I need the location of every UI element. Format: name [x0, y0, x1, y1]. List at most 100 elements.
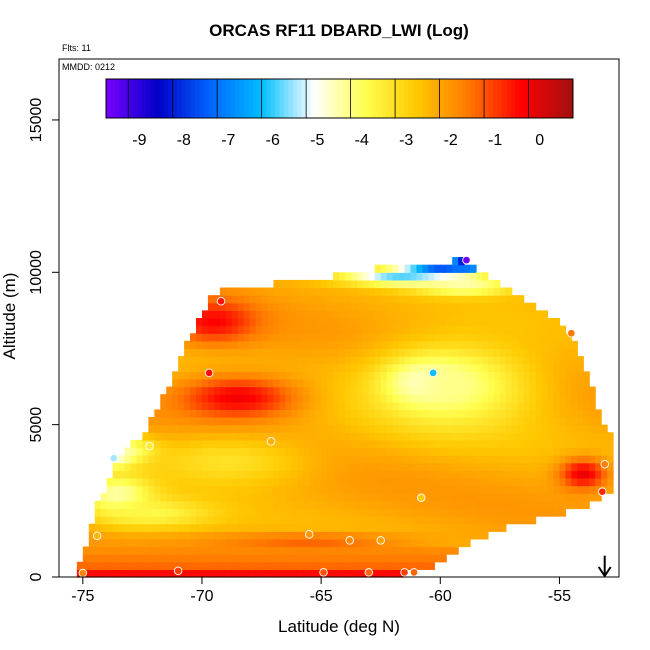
colorbar-cell-58	[363, 79, 369, 118]
heatmap-cell-1788	[410, 356, 418, 365]
heatmap-cell-44	[106, 493, 114, 502]
heatmap-cell-1458	[362, 401, 370, 411]
heatmap-cell-353	[190, 386, 197, 395]
heatmap-cell-1079	[303, 279, 310, 289]
heatmap-cell-1557	[380, 569, 388, 578]
heatmap-cell-1090	[309, 493, 316, 502]
heatmap-cell-935	[285, 485, 292, 494]
heatmap-cell-750	[255, 432, 263, 441]
y-tick-label: 15000	[28, 98, 45, 143]
heatmap-cell-2141	[464, 333, 471, 342]
heatmap-cell-983	[291, 417, 298, 426]
heatmap-cell-1323	[344, 516, 352, 525]
heatmap-cell-2725	[589, 439, 596, 449]
heatmap-cell-265	[172, 394, 179, 403]
chart-title: ORCAS RF11 DBARD_LWI (Log)	[209, 21, 469, 40]
heatmap-cell-1459	[362, 394, 370, 403]
heatmap-cell-277	[178, 508, 185, 517]
heatmap-cell-1081	[309, 561, 316, 570]
heatmap-cell-1921	[434, 554, 441, 563]
heatmap-cell-582	[231, 554, 239, 563]
heatmap-cell-1986	[440, 356, 447, 365]
heatmap-cell-42	[106, 508, 114, 517]
heatmap-cell-2692	[577, 409, 584, 418]
heatmap-cell-313	[184, 455, 191, 464]
heatmap-cell-714	[249, 417, 257, 426]
heatmap-cell-2556	[541, 318, 549, 327]
heatmap-cell-1129	[315, 493, 322, 502]
heatmap-cell-517	[219, 470, 227, 479]
heatmap-cell-457	[207, 363, 215, 372]
heatmap-cell-1955	[434, 295, 441, 304]
heatmap-cell-940	[285, 447, 292, 456]
heatmap-cell-1200	[327, 546, 334, 555]
heatmap-cell-1464	[362, 356, 370, 365]
heatmap-cell-1282	[339, 523, 346, 532]
heatmap-cell-719	[249, 378, 257, 388]
arrow-marker	[597, 555, 612, 578]
heatmap-cell-2178	[470, 325, 477, 334]
heatmap-cell-505	[219, 561, 227, 570]
heatmap-cell-2292	[493, 508, 501, 517]
heatmap-cell-149	[142, 432, 149, 441]
heatmap-cell-1836	[416, 295, 424, 304]
flight-point-5	[204, 368, 214, 378]
heatmap-cell-109	[130, 462, 138, 471]
heatmap-cell-308	[184, 493, 191, 502]
heatmap-cell-236	[166, 424, 173, 433]
heatmap-cell-628	[237, 493, 245, 502]
heatmap-cell-66	[118, 538, 126, 548]
heatmap-cell-2215	[476, 318, 483, 327]
heatmap-cell-1937	[434, 432, 441, 441]
heatmap-cell-1243	[333, 516, 340, 525]
heatmap-cell-947	[285, 394, 292, 403]
heatmap-cell-2741	[595, 432, 602, 441]
heatmap-cell-1293	[339, 439, 346, 449]
heatmap-cell-1777	[410, 439, 418, 449]
heatmap-cell-1804	[416, 538, 424, 548]
heatmap-cell-1064	[303, 394, 310, 403]
heatmap-cell-1588	[380, 333, 388, 342]
heatmap-cell-2591	[553, 455, 561, 464]
heatmap-cell-865	[273, 424, 281, 433]
heatmap-cell-1579	[380, 401, 388, 411]
heatmap-cell-1059	[303, 432, 310, 441]
heatmap-cell-1045	[303, 538, 310, 548]
heatmap-cell-1410	[356, 462, 364, 471]
heatmap-cell-2340	[499, 394, 507, 403]
heatmap-cell-1554	[374, 279, 382, 289]
heatmap-cell-343	[190, 462, 197, 471]
heatmap-cell-2647	[565, 409, 572, 418]
heatmap-cell-2094	[458, 401, 465, 411]
heatmap-cell-1927	[434, 508, 441, 517]
heatmap-cell-887	[279, 554, 286, 563]
heatmap-cell-861	[273, 455, 281, 464]
heatmap-cell-1054	[303, 470, 310, 479]
heatmap-cell-726	[249, 325, 257, 334]
heatmap-cell-1411	[356, 455, 364, 464]
heatmap-cell-1627	[386, 348, 394, 357]
colorbar-cell-17	[181, 79, 187, 118]
heatmap-cell-101	[130, 523, 138, 532]
heatmap-cell-543	[225, 561, 233, 570]
flight-point-13	[400, 568, 409, 577]
heatmap-cell-2150	[464, 264, 471, 273]
heatmap-cell-316	[184, 432, 191, 441]
heatmap-cell-1016	[297, 462, 304, 471]
colorbar-cell-16	[177, 79, 183, 118]
heatmap-cell-1292	[339, 447, 346, 456]
heatmap-cell-2607	[553, 333, 561, 342]
heatmap-cell-2715	[583, 386, 590, 395]
heatmap-cell-2348	[499, 333, 507, 342]
heatmap-cell-1601	[386, 546, 394, 555]
heatmap-cell-407	[201, 477, 209, 487]
heatmap-cell-1313	[339, 287, 346, 296]
colorbar-cell-41	[288, 79, 294, 118]
heatmap-cell-1050	[303, 500, 310, 510]
heatmap-cell-2351	[499, 310, 507, 319]
heatmap-cell-721	[249, 363, 257, 372]
heatmap-cell-288	[178, 424, 185, 433]
heatmap-cell-146	[142, 455, 149, 464]
heatmap-cell-1533	[374, 439, 382, 449]
heatmap-cell-951	[285, 363, 292, 372]
